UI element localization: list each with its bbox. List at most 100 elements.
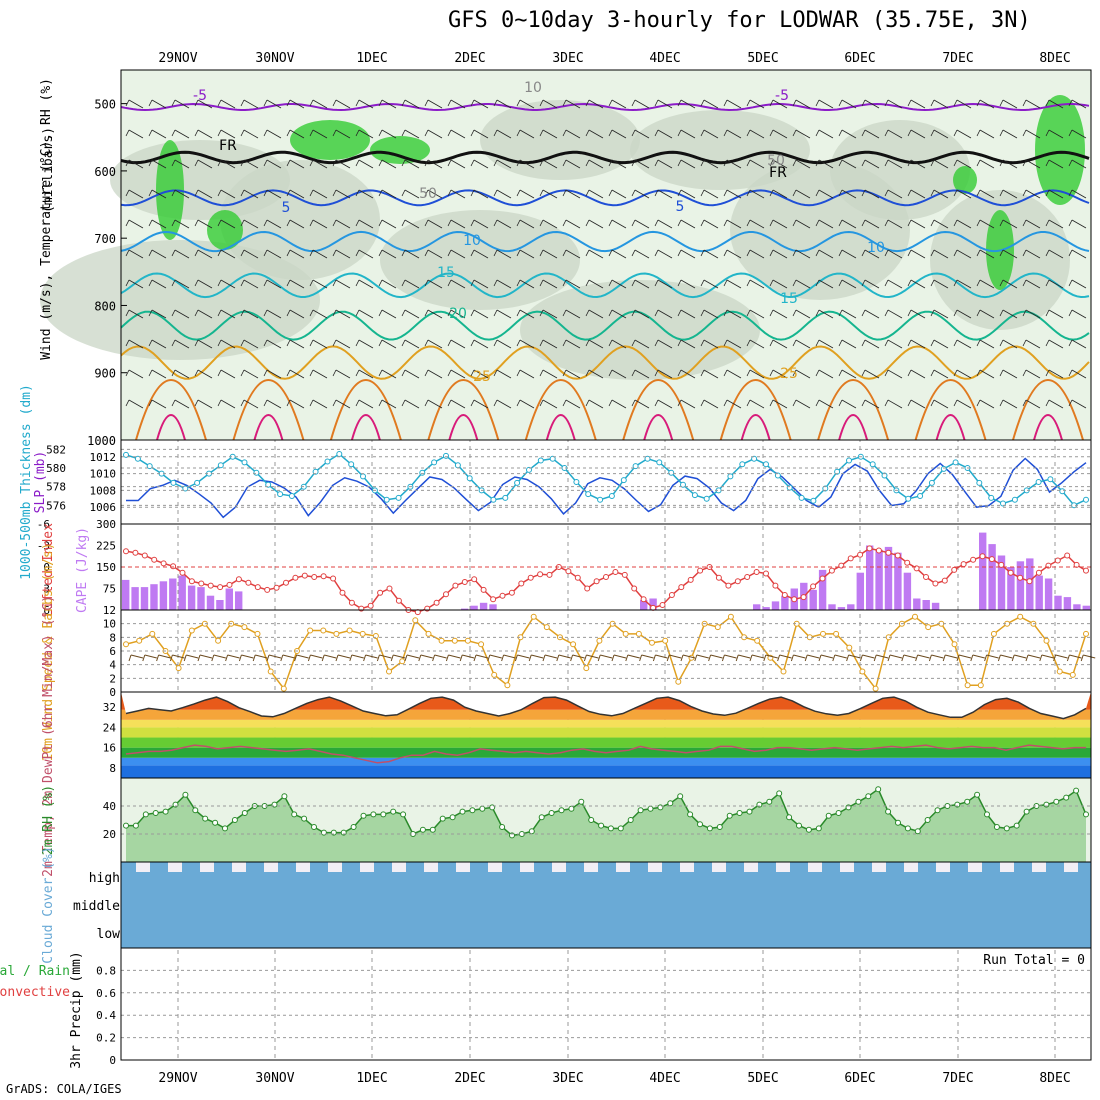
wind-barb [309, 339, 328, 349]
wind-barb [976, 189, 995, 199]
wind-barb [792, 309, 811, 319]
wind-barb [999, 129, 1018, 139]
rh-point [993, 824, 1000, 830]
wind-barb [700, 399, 719, 409]
wind-barb [355, 369, 374, 379]
precip-tick-label: 0.6 [96, 987, 116, 1000]
wind-barb [585, 339, 604, 349]
rh-point [607, 825, 614, 832]
wind-barb [516, 339, 535, 349]
wind-barb [516, 279, 535, 289]
thickness-point [194, 479, 201, 486]
wind-barb [263, 399, 282, 409]
cape-bar [1007, 567, 1015, 610]
lifted-index-point [970, 556, 977, 563]
wind-barb [539, 399, 558, 409]
wind-barb [539, 159, 558, 169]
wind-speed-point [990, 630, 997, 637]
surface-isotherm-hot [935, 414, 966, 441]
wind-barb [171, 309, 190, 319]
wind-barb [171, 249, 190, 259]
wind-barb [470, 129, 489, 139]
wind-barb [562, 159, 581, 169]
wind-barb [746, 99, 765, 109]
wind-barb [631, 339, 650, 349]
wind-barb [240, 279, 259, 289]
thickness-point [336, 451, 343, 457]
wind-axis-label: 10m Wind Speed & Barbs (m/s) [41, 542, 56, 761]
thickness-point [798, 494, 805, 501]
cape-bar [1016, 561, 1025, 610]
surface-wind-barb [901, 654, 916, 662]
cloud-gap [712, 862, 726, 872]
wind-barb [746, 189, 765, 199]
wind-barb [493, 249, 512, 259]
lifted-index-point [810, 583, 817, 590]
rh-point [162, 808, 169, 815]
lifted-index-point [565, 568, 572, 575]
slp-tick-label: 1010 [90, 468, 117, 481]
isotherm-10 [120, 230, 1090, 253]
lifted-index-point [320, 573, 327, 580]
wind-speed-point [662, 637, 669, 644]
thickness-point [348, 461, 355, 468]
cloud-gap [616, 862, 630, 872]
wind-tick-label: 2 [109, 672, 116, 685]
rh-point [192, 807, 199, 814]
wind-barb [217, 249, 236, 259]
wind-barb [976, 399, 995, 409]
wind-barb [1045, 339, 1064, 349]
cape-bar [988, 544, 996, 610]
thickness-point [940, 465, 947, 472]
thickness-tick-label: 576 [46, 499, 66, 512]
surface-wind-barb [542, 654, 558, 662]
wind-barb [654, 279, 673, 289]
wind-barb [332, 399, 351, 409]
rh-point [588, 817, 595, 823]
wind-barb [1022, 249, 1041, 259]
bottom-date-label: 5DEC [747, 1071, 778, 1086]
wind-barb [769, 219, 788, 229]
cape-bar [913, 598, 921, 610]
wind-barb [677, 129, 696, 139]
lifted-index-point [1035, 569, 1042, 576]
wind-barb [792, 99, 811, 109]
rh-area [126, 789, 1086, 862]
lifted-index-point [904, 559, 911, 566]
wind-barb [907, 249, 926, 259]
lifted-index-point [471, 576, 478, 583]
wind-speed-point [964, 682, 971, 689]
wind-barb [263, 369, 282, 379]
wind-barb [125, 309, 144, 319]
wind-barb [677, 219, 696, 229]
wind-barb [516, 219, 535, 229]
wind-barb [585, 129, 604, 139]
surface-isotherm [719, 379, 792, 441]
wind-barb [171, 99, 190, 109]
wind-barb [470, 219, 489, 229]
rh-point [469, 807, 476, 814]
surface-wind-barb [639, 654, 654, 662]
rh-point [152, 810, 159, 816]
wind-barb [148, 99, 167, 109]
cloud-gap [488, 862, 502, 872]
pressure-tick-label: 1000 [87, 434, 116, 448]
wind-barb [286, 369, 305, 379]
wind-barb [723, 189, 742, 199]
cape-bar [866, 545, 874, 610]
wind-barb [608, 369, 627, 379]
chart-title: GFS 0~10day 3-hourly for LODWAR (35.75E,… [448, 8, 1031, 33]
cloud-level-label: middle [73, 899, 120, 914]
wind-barb [976, 159, 995, 169]
wind-barb [861, 339, 880, 349]
wind-barb [217, 399, 236, 409]
wind-barb [907, 99, 926, 109]
rh-point [697, 821, 703, 828]
wind-tick-label: 6 [109, 645, 116, 658]
wind-speed-point [333, 630, 340, 637]
wind-barb [930, 159, 949, 169]
wind-barb [769, 279, 788, 289]
thickness-point [514, 479, 521, 486]
wind-barb [746, 369, 765, 379]
wind-barb [631, 159, 650, 169]
